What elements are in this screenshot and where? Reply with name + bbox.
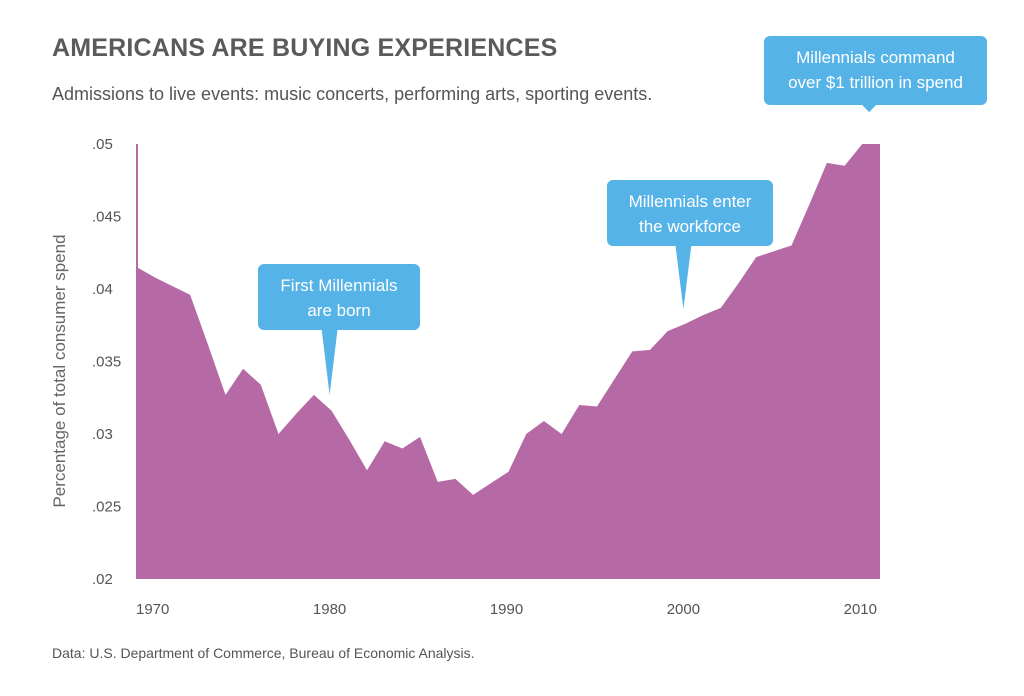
y-tick-label: .02 [92,571,113,588]
x-axis-ticks: 1970 1980 1990 2000 2010 [136,601,877,618]
y-tick-label: .045 [92,209,121,226]
callout-1: First Millennials are born [258,264,420,395]
x-tick-label: 2000 [667,601,700,618]
area-series-0 [137,144,880,579]
callout-2: Millennials enter the workforce [607,180,773,310]
x-tick-label: 2010 [844,601,877,618]
callout-text-line: First Millennials [280,276,397,295]
callout-text-line: are born [307,301,370,320]
x-tick-label: 1980 [313,601,346,618]
chart-subtitle: Admissions to live events: music concert… [52,84,653,104]
callout-3: Millennials command over $1 trillion in s… [764,36,987,113]
callout-box [764,36,987,105]
y-tick-label: .025 [92,499,121,516]
area-series-group [137,144,880,579]
callout-text-line: Millennials enter [629,192,752,211]
callout-text-line: the workforce [639,217,741,236]
callout-text-line: Millennials command [796,48,955,67]
y-tick-label: .035 [92,354,121,371]
data-source-note: Data: U.S. Department of Commerce, Burea… [52,645,475,661]
callout-pointer [861,104,878,113]
callouts-group: First Millennials are born Millennials ent… [258,36,987,395]
chart-title: AMERICANS ARE BUYING EXPERIENCES [52,34,558,62]
x-tick-label: 1970 [136,601,169,618]
callout-box [258,264,420,330]
y-axis-ticks: .02 .025 .03 .035 .04 .045 .05 [92,136,121,588]
y-tick-label: .03 [92,426,113,443]
area-chart: .02 .025 .03 .035 .04 .045 .05 1970 1980 1990 200… [50,36,987,618]
callout-text-line: over $1 trillion in spend [788,73,963,92]
y-tick-label: .04 [92,281,113,298]
callout-box [607,180,773,246]
y-tick-label: .05 [92,136,113,153]
callout-pointer [321,329,338,395]
callout-pointer [675,245,692,310]
y-axis-label: Percentage of total consumer spend [50,234,69,507]
x-tick-label: 1990 [490,601,523,618]
